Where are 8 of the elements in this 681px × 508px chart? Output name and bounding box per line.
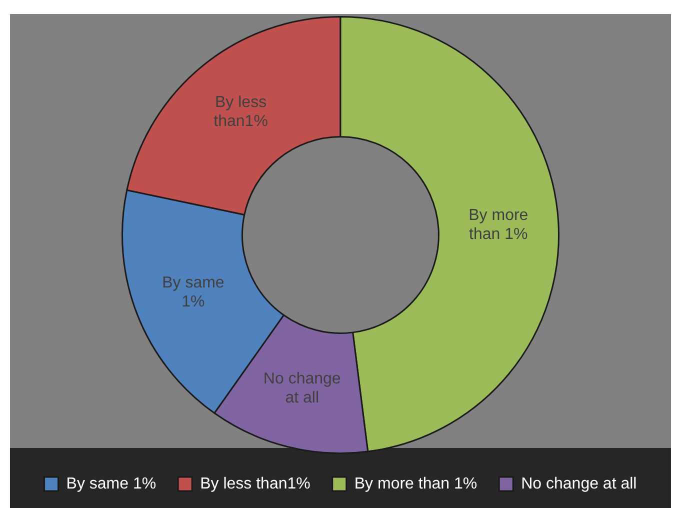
legend-label: By less than1% [200, 475, 310, 492]
slice-label: By same 1% [162, 274, 224, 311]
legend-label: No change at all [521, 475, 637, 492]
slice-label: By more than 1% [468, 206, 528, 243]
slice-label: By less than1% [214, 94, 268, 130]
slice-label: No change at all [263, 370, 341, 406]
legend-label: By same 1% [66, 475, 156, 492]
legend-label: By more than 1% [354, 475, 478, 492]
